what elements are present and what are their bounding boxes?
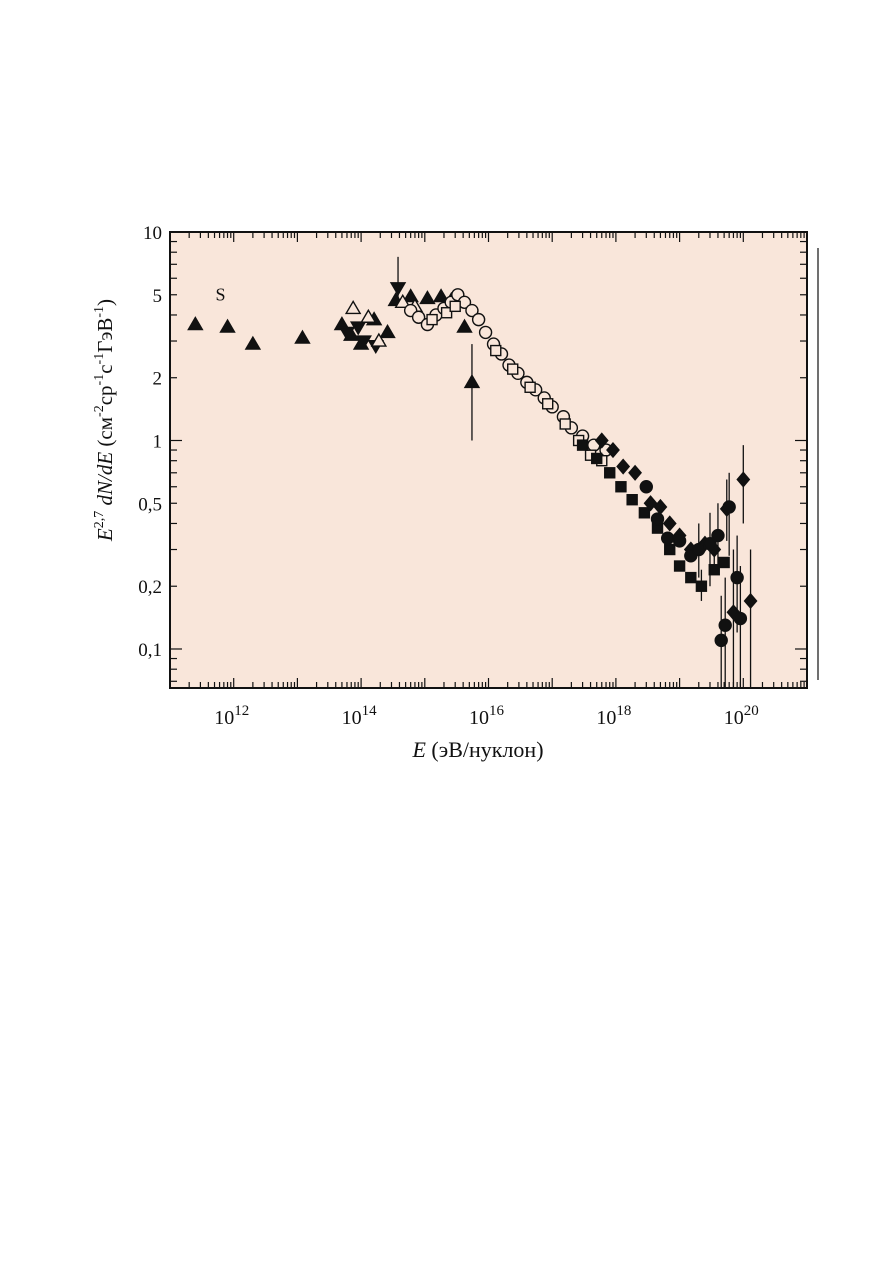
y-tick-label: 1 (153, 431, 163, 452)
data-point (733, 611, 748, 626)
data-point (615, 481, 627, 493)
data-point (718, 556, 730, 569)
data-point (626, 494, 638, 506)
data-point (650, 512, 665, 526)
x-axis-label: E (эВ/нуклон) (411, 737, 543, 762)
data-point (244, 335, 262, 350)
data-point (471, 312, 486, 327)
data-point (703, 536, 717, 551)
data-point (370, 332, 388, 347)
data-point (419, 290, 436, 305)
data-point (722, 500, 736, 514)
data-point (692, 542, 706, 557)
data-point (524, 381, 536, 393)
data-point (389, 282, 407, 297)
data-point (379, 323, 396, 339)
y-tick-labels: 10 5 2 1 0,5 0,2 0,1 (138, 223, 162, 661)
data-point (463, 373, 481, 389)
x-axis-unit: (эВ/нуклон) (431, 737, 543, 762)
data-point (542, 398, 554, 410)
data-point (736, 471, 751, 488)
data-point (402, 288, 419, 303)
data-point (718, 618, 732, 632)
data-point (639, 480, 653, 494)
y-tick-label: 10 (143, 223, 162, 244)
data-point (711, 528, 725, 543)
data-point (660, 531, 675, 545)
y-tick-label: 2 (153, 369, 163, 390)
data-point (559, 418, 571, 430)
data-point (338, 326, 356, 341)
y-tick-label: 0,2 (138, 577, 162, 598)
data-point (714, 633, 728, 648)
y-tick-label: 0,1 (138, 640, 162, 661)
data-point (576, 439, 589, 451)
data-point (628, 464, 642, 481)
data-point (294, 329, 311, 344)
data-point (411, 310, 426, 324)
x-tick-label: 1018 (596, 703, 631, 729)
data-point (187, 316, 204, 331)
data-point (743, 592, 758, 610)
x-tick-labels: 1012 1014 1016 1018 1020 (214, 703, 759, 729)
data-point (616, 458, 631, 475)
data-point (662, 515, 677, 532)
data-point (672, 534, 687, 548)
data-point (507, 363, 519, 375)
data-point (638, 507, 651, 519)
data-point (344, 300, 362, 315)
data-point (360, 308, 377, 323)
data-point (673, 560, 686, 572)
data-point (355, 335, 372, 350)
plot-frame (169, 231, 808, 689)
data-point (426, 313, 438, 326)
data-point (219, 318, 236, 333)
data-point (456, 318, 473, 333)
data-point (604, 467, 616, 479)
data-point (490, 344, 502, 357)
data-point (606, 441, 620, 459)
x-tick-label: 1020 (724, 703, 759, 729)
y-tick-label: 5 (153, 286, 163, 307)
data-point (349, 321, 367, 336)
plot-area (170, 232, 807, 688)
x-tick-label: 1014 (342, 703, 378, 729)
data-point (432, 288, 450, 303)
data-point (440, 307, 453, 319)
annotations: S (216, 284, 226, 304)
data-point (449, 300, 461, 313)
x-tick-label: 1012 (214, 703, 249, 729)
data-point (643, 495, 658, 512)
x-axis-variable: E (411, 737, 426, 762)
annotation-label: S (216, 284, 226, 304)
data-point (685, 571, 697, 584)
data-point (465, 303, 479, 318)
data-point (594, 432, 609, 449)
data-point (478, 325, 493, 340)
data-point (394, 293, 411, 309)
data-point (730, 570, 744, 585)
y-axis-label: E2,7 dN/dE (см-2ср-1с-1ГэВ-1) (92, 299, 117, 542)
y-tick-label: 0,5 (138, 494, 162, 515)
data-point (664, 543, 676, 556)
x-tick-label: 1016 (469, 703, 505, 729)
data-points (187, 256, 758, 688)
data-point (591, 452, 603, 465)
data-point (695, 580, 708, 592)
